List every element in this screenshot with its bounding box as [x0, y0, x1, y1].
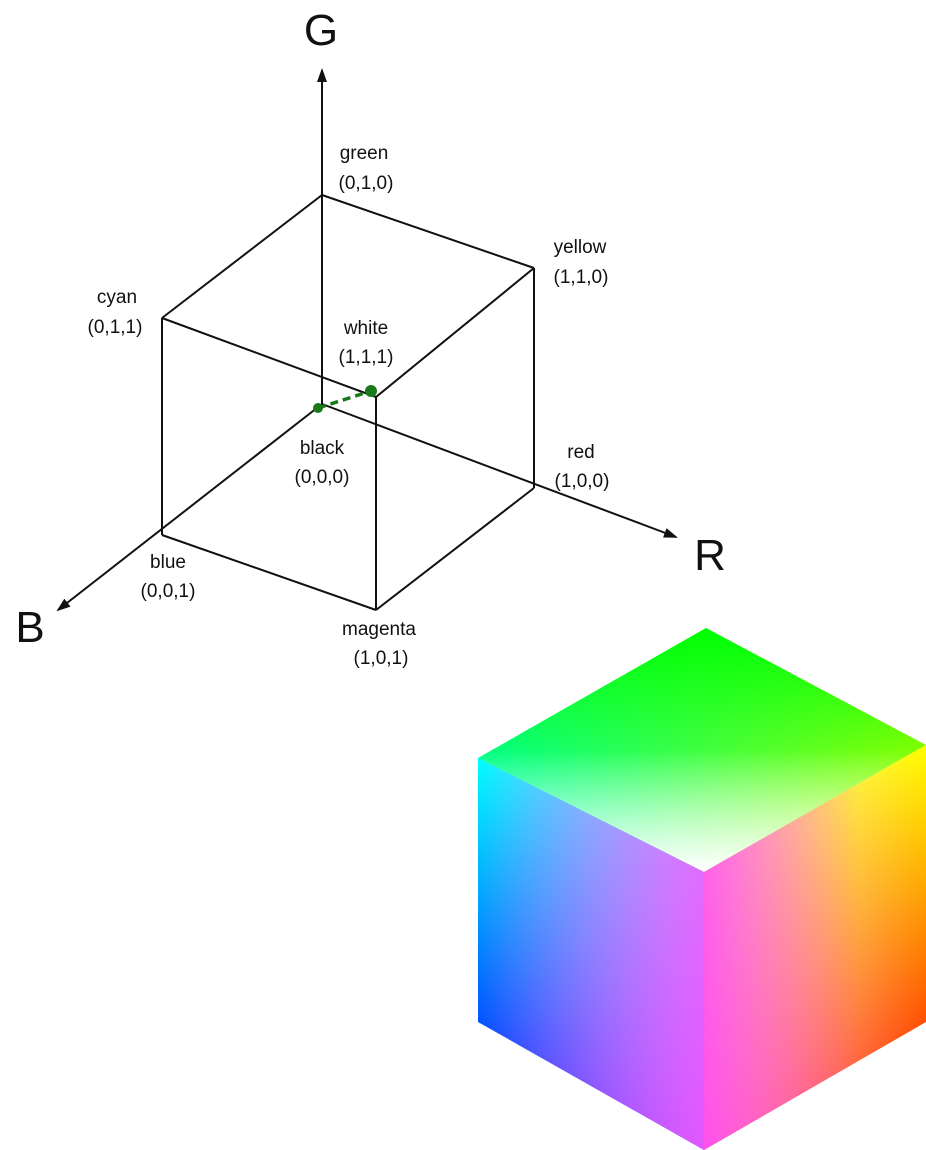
vertex-coords: (0,1,0): [339, 173, 394, 194]
b-axis: [56, 403, 323, 612]
vertex-name: magenta: [342, 619, 416, 640]
vertex-coords: (0,0,1): [141, 581, 196, 602]
white-point: [365, 385, 377, 397]
vertex-coords: (1,1,0): [554, 267, 609, 288]
color-cube-right-face: [704, 745, 926, 1150]
vertex-label-red: red (1,0,0): [555, 442, 610, 492]
grey-diagonal: [317, 389, 372, 410]
vertex-name: cyan: [97, 287, 137, 308]
wireframe-cube: [56, 68, 678, 612]
g-axis-label: G: [304, 6, 338, 55]
r-axis: [321, 403, 678, 538]
vertex-name: black: [300, 438, 345, 459]
vertex-label-cyan: cyan (0,1,1): [88, 287, 143, 338]
vertex-coords: (1,0,1): [354, 648, 409, 669]
vertex-name: blue: [150, 552, 186, 573]
b-axis-label: B: [15, 603, 44, 652]
edge-green-cyan: [161, 194, 323, 319]
color-cube: [478, 628, 926, 1150]
edge-green-yellow: [321, 194, 535, 269]
color-cube-top-face: [478, 628, 926, 872]
black-point: [313, 403, 323, 413]
vertex-name: yellow: [554, 237, 607, 258]
vertex-label-green: green (0,1,0): [339, 143, 394, 194]
edge-blue-magenta: [161, 534, 377, 611]
vertex-coords: (0,0,0): [295, 467, 350, 488]
vertex-name: white: [343, 318, 388, 339]
vertex-label-yellow: yellow (1,1,0): [554, 237, 609, 288]
vertex-coords: (1,0,0): [555, 471, 610, 492]
vertex-label-magenta: magenta (1,0,1): [342, 619, 416, 669]
vertex-coords: (0,1,1): [88, 317, 143, 338]
vertex-label-black: black (0,0,0): [295, 438, 350, 488]
vertex-label-white: white (1,1,1): [339, 318, 394, 368]
r-axis-label: R: [694, 531, 726, 580]
edge-red-magenta: [375, 487, 535, 611]
vertex-name: green: [340, 143, 389, 164]
color-cube-left-face: [478, 758, 704, 1150]
edge-cyan-white: [161, 317, 377, 398]
vertex-coords: (1,1,1): [339, 347, 394, 368]
vertex-name: red: [567, 442, 594, 463]
edge-yellow-white: [375, 267, 535, 398]
vertex-label-blue: blue (0,0,1): [141, 552, 196, 602]
